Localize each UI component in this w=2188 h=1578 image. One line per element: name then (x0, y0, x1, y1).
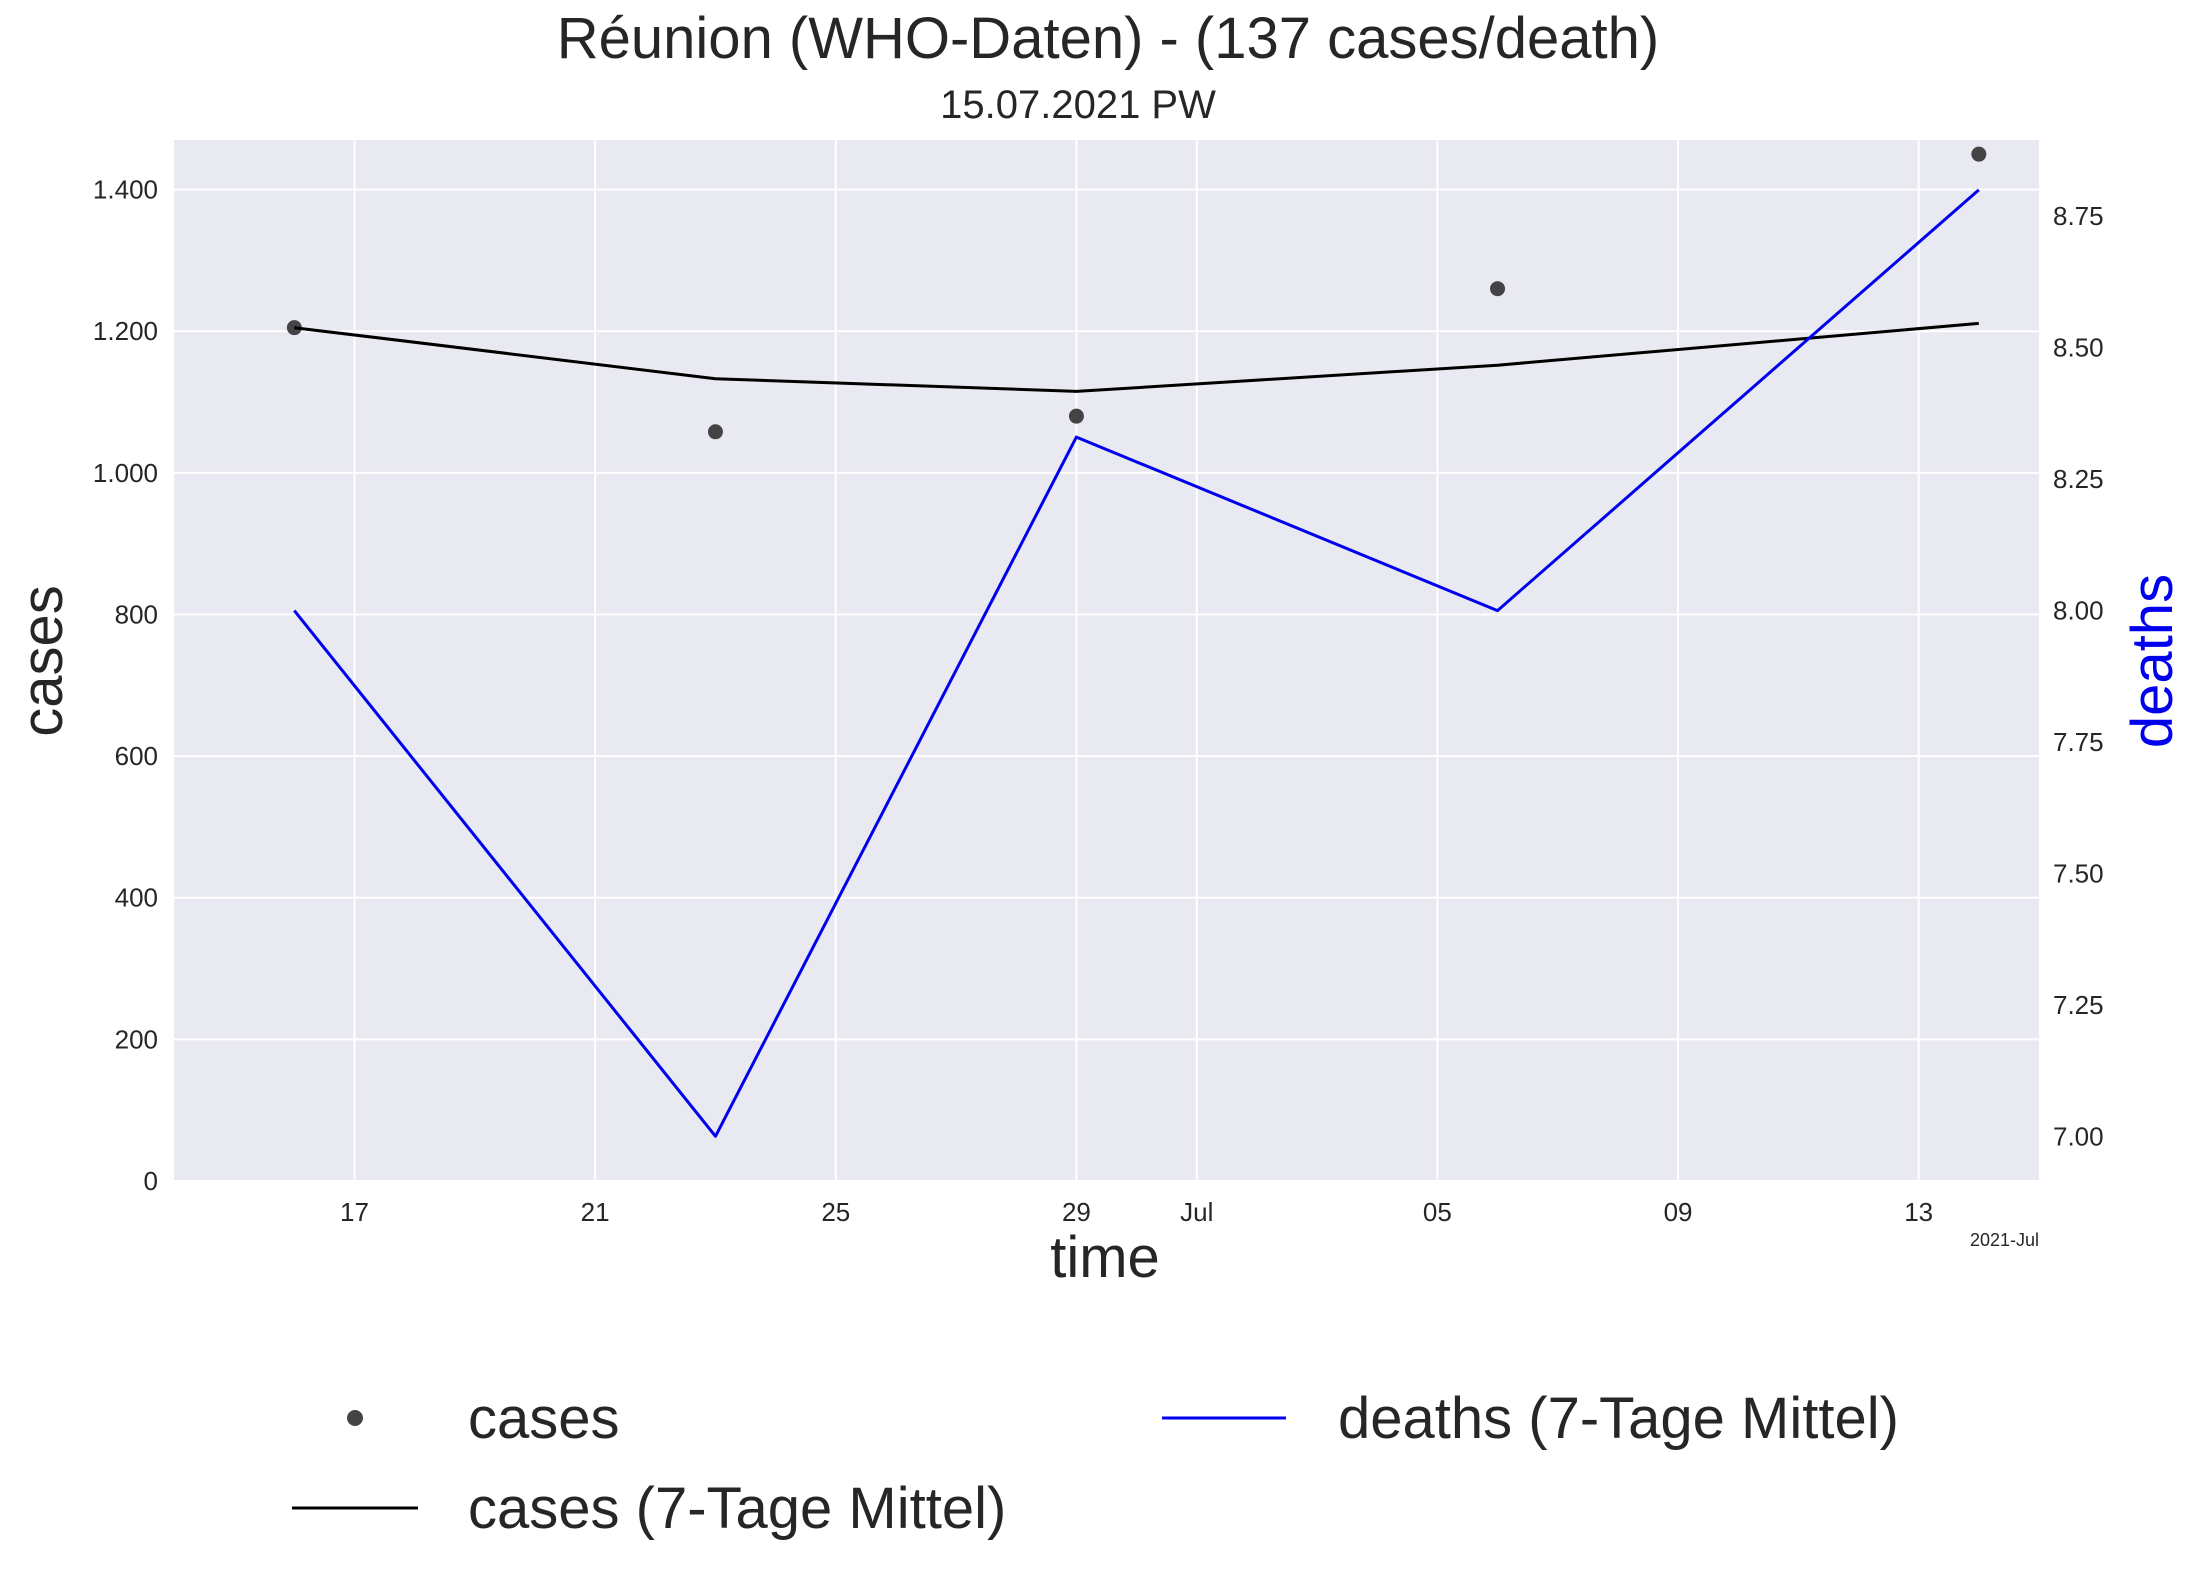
x-tick-label: 21 (581, 1197, 610, 1227)
x-axis-offset-label: 2021-Jul (1970, 1230, 2039, 1250)
series-line-deaths-7-tage-mittel (293, 188, 1980, 1138)
x-tick-label: 25 (821, 1197, 850, 1227)
plot-area (174, 140, 2039, 1181)
x-tick-label: 17 (340, 1197, 369, 1227)
x-axis-ticks: 17 21 25 29 Jul 05 09 13 (340, 1197, 1933, 1227)
left-tick-label: 800 (115, 599, 158, 629)
data-point-cases (707, 424, 723, 440)
left-tick-label: 200 (115, 1024, 158, 1054)
right-axis-ticks: 7.00 7.25 7.50 7.75 8.00 8.25 8.50 8.75 (2053, 201, 2104, 1151)
right-tick-label: 7.75 (2053, 727, 2104, 757)
right-tick-label: 7.50 (2053, 858, 2104, 888)
data-point-cases (1068, 408, 1084, 424)
left-tick-label: 1.400 (93, 175, 158, 205)
legend-label-cases-mean: cases (7-Tage Mittel) (468, 1476, 1006, 1541)
data-point-cases (1490, 281, 1506, 297)
x-axis-label: time (1050, 1225, 1160, 1290)
right-tick-label: 7.25 (2053, 990, 2104, 1020)
x-tick-label: 05 (1423, 1197, 1452, 1227)
chart-subtitle: 15.07.2021 PW (940, 83, 1216, 127)
x-tick-label: 13 (1904, 1197, 1933, 1227)
x-tick-label: 09 (1664, 1197, 1693, 1227)
data-point-cases (1971, 146, 1987, 162)
series-line-cases-7-tage-mittel (294, 321, 1979, 393)
left-axis-label: cases (10, 585, 75, 737)
right-tick-label: 7.00 (2053, 1121, 2104, 1151)
left-tick-label: 1.000 (93, 458, 158, 488)
right-axis-label: deaths (2120, 574, 2185, 748)
left-tick-label: 1.200 (93, 316, 158, 346)
left-tick-label: 600 (115, 741, 158, 771)
legend-label-cases: cases (468, 1386, 620, 1451)
x-tick-label: Jul (1180, 1197, 1213, 1227)
left-tick-label: 400 (115, 883, 158, 913)
left-tick-label: 0 (144, 1166, 158, 1196)
left-axis-ticks: 0 200 400 600 800 1.000 1.200 1.400 (93, 175, 158, 1196)
chart-title: Réunion (WHO-Daten) - (137 cases/death) (557, 6, 1659, 71)
right-tick-label: 8.25 (2053, 464, 2104, 494)
legend-label-deaths-mean: deaths (7-Tage Mittel) (1338, 1386, 1899, 1451)
series-layer (286, 146, 1987, 1138)
gridlines (174, 140, 2039, 1182)
right-tick-label: 8.00 (2053, 596, 2104, 626)
right-tick-label: 8.75 (2053, 201, 2104, 231)
legend: cases cases (7-Tage Mittel) deaths (7-Ta… (292, 1386, 1899, 1541)
x-tick-label: 29 (1062, 1197, 1091, 1227)
right-tick-label: 8.50 (2053, 333, 2104, 363)
legend-marker-cases (347, 1410, 363, 1426)
